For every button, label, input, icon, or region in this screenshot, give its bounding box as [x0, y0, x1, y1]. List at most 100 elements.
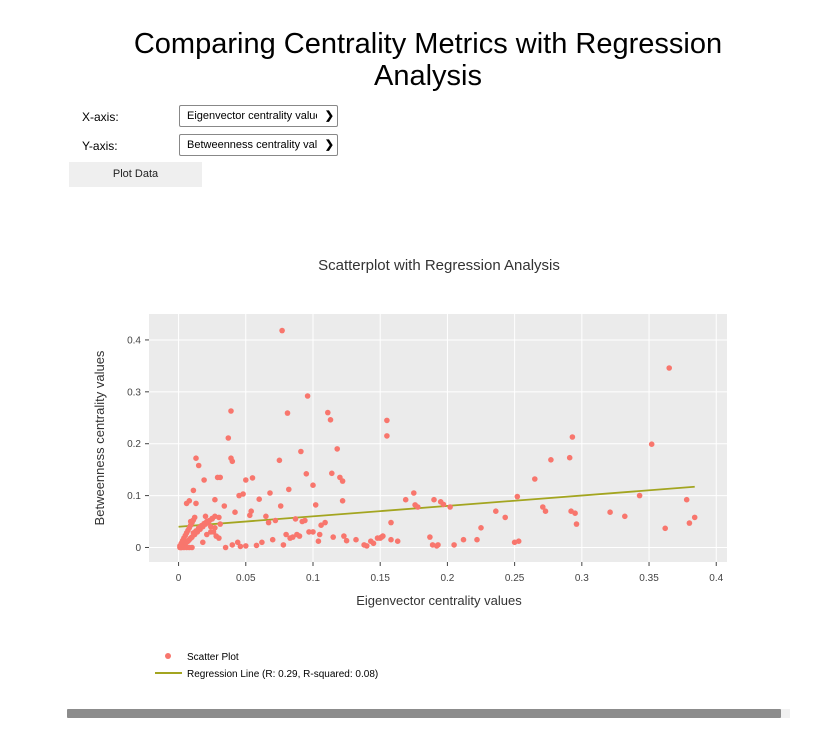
scatter-point [259, 539, 265, 546]
x-tick-label: 0 [176, 573, 182, 584]
scatter-point [388, 536, 394, 543]
scatter-point [248, 508, 254, 514]
scatter-point [666, 365, 672, 371]
scatter-point [222, 544, 229, 551]
x-axis-select[interactable]: Eigenvector centrality values ❯ [179, 105, 338, 127]
x-tick-label: 0.35 [639, 573, 659, 584]
scatter-point [548, 457, 554, 463]
x-axis-label: X-axis: [82, 110, 119, 124]
scatter-point [515, 538, 522, 544]
chevron-down-icon: ❯ [324, 139, 334, 151]
scatter-point [662, 525, 668, 532]
scatter-point [195, 462, 202, 469]
scatter-point [343, 537, 350, 544]
y-tick-label: 0.4 [127, 335, 141, 346]
scatter-point [225, 435, 232, 441]
scatter-point [191, 514, 198, 521]
scatter-point [384, 417, 390, 424]
scatter-point [201, 477, 207, 483]
scatter-point [240, 491, 246, 497]
scatter-point [566, 454, 573, 461]
scatter-chart: Scatterplot with Regression Analysis 0 0.… [92, 257, 727, 680]
scatter-point [502, 514, 509, 521]
horizontal-scrollbar-thumb[interactable] [67, 709, 781, 718]
scatter-point [286, 486, 292, 493]
scatter-point [622, 513, 628, 520]
scatter-point [292, 516, 299, 522]
scatter-point [283, 531, 289, 538]
scatter-point [532, 476, 538, 482]
scatter-point [431, 496, 437, 503]
scatter-point [249, 475, 256, 481]
scatter-point [253, 542, 260, 549]
scatter-point [316, 531, 323, 538]
scatter-point [361, 542, 367, 548]
scatter-point [607, 509, 613, 515]
scatter-point [435, 542, 441, 548]
scatter-point [514, 493, 521, 500]
legend: Scatter Plot Regression Line (R: 0.29, R… [155, 652, 378, 680]
scatter-point [415, 504, 421, 510]
x-tick-label: 0.25 [505, 573, 525, 584]
x-tick-label: 0.15 [370, 573, 390, 584]
scatter-point [686, 520, 693, 526]
scatter-point [691, 514, 698, 521]
scatter-point [217, 474, 223, 481]
scatter-point [683, 496, 690, 503]
scatter-point [216, 535, 222, 541]
scatter-point [279, 327, 285, 334]
scatter-point [229, 458, 236, 465]
scatter-point [451, 542, 457, 548]
scatter-point [202, 513, 209, 520]
scatter-point [394, 538, 401, 544]
scatter-point [183, 500, 190, 507]
scatter-point [542, 508, 549, 514]
x-tick-label: 0.2 [440, 573, 454, 584]
scatter-point [636, 492, 643, 499]
scatter-point [318, 522, 324, 528]
x-axis-title: Eigenvector centrality values [356, 593, 522, 608]
scatter-point [573, 521, 580, 527]
scatter-point [411, 490, 417, 496]
scatter-point [276, 457, 283, 464]
y-axis-select[interactable]: Betweenness centrality values ❯ [179, 134, 338, 156]
x-tick-label: 0.1 [306, 573, 320, 584]
scatter-points [177, 327, 698, 551]
scatter-point [267, 490, 273, 496]
scatter-point [304, 393, 311, 399]
y-axis-title: Betweenness centrality values [92, 350, 107, 525]
axis-ticks: 0 0.05 0.1 0.15 0.2 0.25 0.3 0.35 0.4 0 0.1 0.2 0.3 0… [127, 335, 724, 584]
scatter-point [284, 410, 291, 416]
scatter-point [339, 478, 346, 484]
x-tick-label: 0.05 [236, 573, 256, 584]
scatter-point [569, 434, 576, 440]
scatter-point [193, 500, 199, 507]
scatter-point [212, 496, 218, 503]
legend-scatter-label: Scatter Plot [187, 652, 239, 663]
scatter-point [325, 409, 331, 416]
scatter-point [322, 519, 328, 526]
scatter-point [256, 496, 263, 503]
scatter-point [310, 529, 316, 535]
plot-data-button[interactable]: Plot Data [69, 162, 202, 187]
regression-line [178, 485, 695, 528]
scatter-point [229, 542, 236, 548]
scatter-point [243, 477, 249, 483]
regression-layer [178, 485, 695, 528]
x-axis-select-value: Eigenvector centrality values [187, 110, 317, 122]
scatter-point [272, 517, 279, 524]
y-tick-label: 0.1 [127, 491, 141, 502]
chevron-down-icon: ❯ [324, 110, 334, 122]
scatter-point [474, 536, 480, 543]
y-axis-label: Y-axis: [82, 139, 118, 153]
scatter-point [190, 487, 197, 494]
scatter-point [493, 508, 499, 514]
scatter-point [341, 533, 347, 539]
x-tick-label: 0.4 [709, 573, 723, 584]
scatter-point [208, 529, 214, 535]
y-tick-label: 0 [135, 543, 141, 554]
scatter-point [228, 408, 234, 414]
scatter-point [368, 538, 374, 544]
scatter-point [339, 498, 346, 504]
scatter-point [568, 508, 574, 514]
